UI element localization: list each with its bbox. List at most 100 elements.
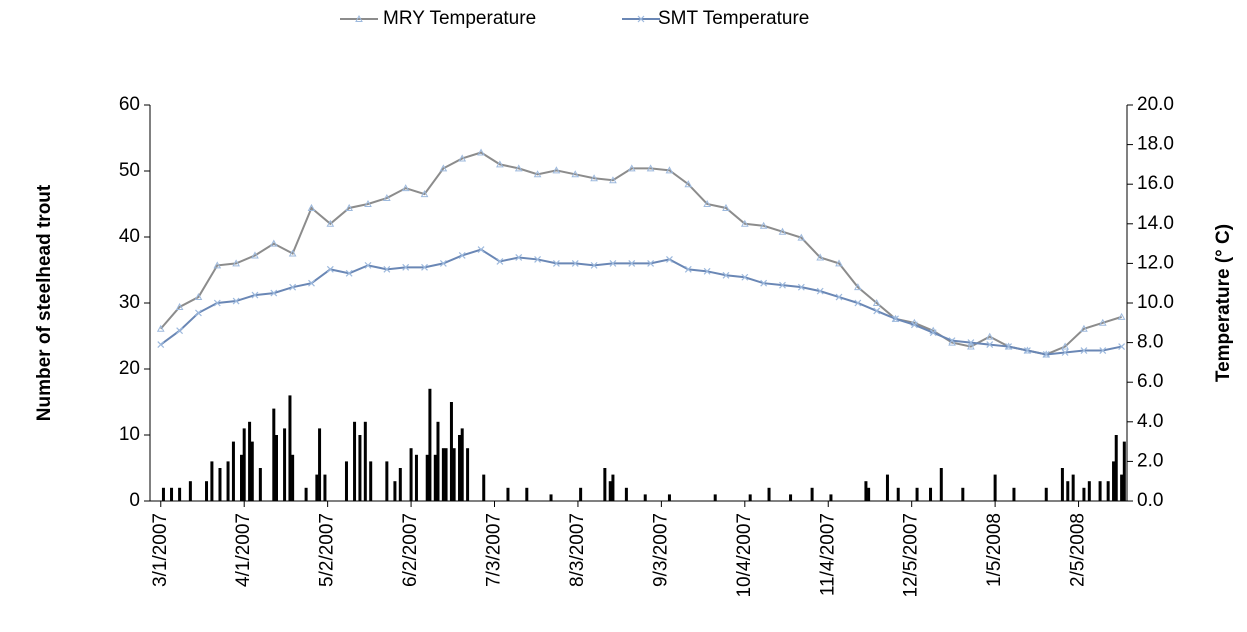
x-tick-label: 1/5/2008 — [984, 513, 1005, 587]
line-marker — [1042, 351, 1050, 358]
x-tick-label: 6/2/2007 — [400, 513, 421, 587]
line-marker — [213, 299, 221, 307]
bar — [829, 494, 833, 501]
line-marker — [477, 246, 485, 253]
line-marker — [590, 261, 598, 269]
bar — [1106, 481, 1110, 501]
line-marker — [646, 164, 655, 172]
bar — [810, 487, 814, 501]
bar — [428, 388, 432, 501]
bar — [369, 461, 373, 501]
bar — [896, 487, 900, 501]
line-marker — [439, 164, 448, 172]
line-marker — [609, 176, 617, 184]
line-marker — [873, 307, 881, 315]
bar — [250, 441, 254, 501]
line-marker — [176, 327, 184, 335]
line-marker — [232, 259, 240, 267]
line-marker — [797, 233, 806, 241]
bar — [304, 487, 308, 501]
line-marker — [232, 297, 240, 305]
bar — [353, 421, 357, 501]
line-marker — [854, 283, 862, 291]
bar — [272, 408, 276, 501]
line-marker — [1005, 343, 1013, 350]
line-marker — [703, 199, 711, 207]
line-marker — [760, 279, 768, 287]
legend-label: SMT Temperature — [658, 8, 809, 29]
bar — [441, 448, 445, 501]
bar — [385, 461, 389, 501]
line-marker — [401, 184, 410, 192]
line-marker — [741, 273, 749, 281]
line-marker — [1080, 324, 1088, 332]
bar — [449, 402, 453, 501]
legend-marker — [355, 14, 363, 22]
line-marker — [251, 291, 259, 299]
y-tick-label: 50 — [119, 160, 140, 181]
bar — [864, 481, 868, 501]
y-tick-label: 30 — [119, 292, 140, 313]
line-marker — [703, 267, 711, 275]
line-marker — [967, 339, 975, 347]
line-marker — [326, 265, 334, 273]
line-marker — [421, 263, 428, 271]
line-marker — [872, 298, 881, 306]
bar — [1087, 481, 1091, 501]
bar — [242, 428, 246, 501]
x-tick-label: 3/1/2007 — [150, 513, 171, 587]
bar — [452, 448, 456, 501]
bar — [525, 487, 529, 501]
line-marker — [1118, 343, 1126, 350]
line-marker — [628, 259, 636, 267]
bar — [466, 448, 470, 501]
line-marker — [383, 265, 391, 273]
bar — [993, 474, 997, 501]
line-marker — [778, 227, 787, 235]
bar — [624, 487, 628, 501]
bar — [961, 487, 965, 501]
line-marker — [985, 332, 994, 340]
line-marker — [458, 154, 467, 162]
bar — [188, 481, 192, 501]
line-marker — [779, 281, 786, 289]
line-marker — [684, 180, 693, 188]
bar — [549, 494, 553, 501]
bar — [344, 461, 348, 501]
line-marker — [213, 261, 222, 269]
bar — [667, 494, 671, 501]
bar — [210, 461, 214, 501]
y2-tick-label: 2.0 — [1137, 450, 1163, 471]
line-marker — [1117, 312, 1126, 320]
line-marker — [892, 315, 899, 323]
line-marker — [364, 261, 372, 269]
y-axis-label: Number of steelhead trout — [34, 184, 55, 421]
y-tick-label: 60 — [119, 94, 140, 115]
bar — [178, 487, 182, 501]
bar — [939, 468, 943, 501]
bar — [1114, 435, 1118, 501]
y-tick-label: 0 — [129, 490, 140, 511]
line-marker — [345, 203, 354, 211]
line-marker — [1080, 347, 1088, 354]
line-marker — [496, 257, 504, 265]
bar — [1066, 481, 1070, 501]
bar — [643, 494, 647, 501]
line-marker — [571, 259, 579, 267]
bar — [315, 474, 319, 501]
y2-tick-label: 14.0 — [1137, 213, 1174, 234]
bar — [363, 421, 367, 501]
line-marker — [477, 148, 485, 156]
line-marker — [269, 239, 278, 247]
line-marker — [816, 287, 824, 295]
line-marker — [571, 170, 580, 178]
x-tick-label: 5/2/2007 — [317, 513, 338, 587]
bar — [398, 468, 402, 501]
line-marker — [740, 219, 749, 227]
y2-tick-label: 0.0 — [1137, 490, 1163, 511]
bar — [603, 468, 607, 501]
line — [160, 151, 1122, 356]
line-marker — [515, 254, 523, 261]
y2-tick-label: 6.0 — [1137, 371, 1163, 392]
